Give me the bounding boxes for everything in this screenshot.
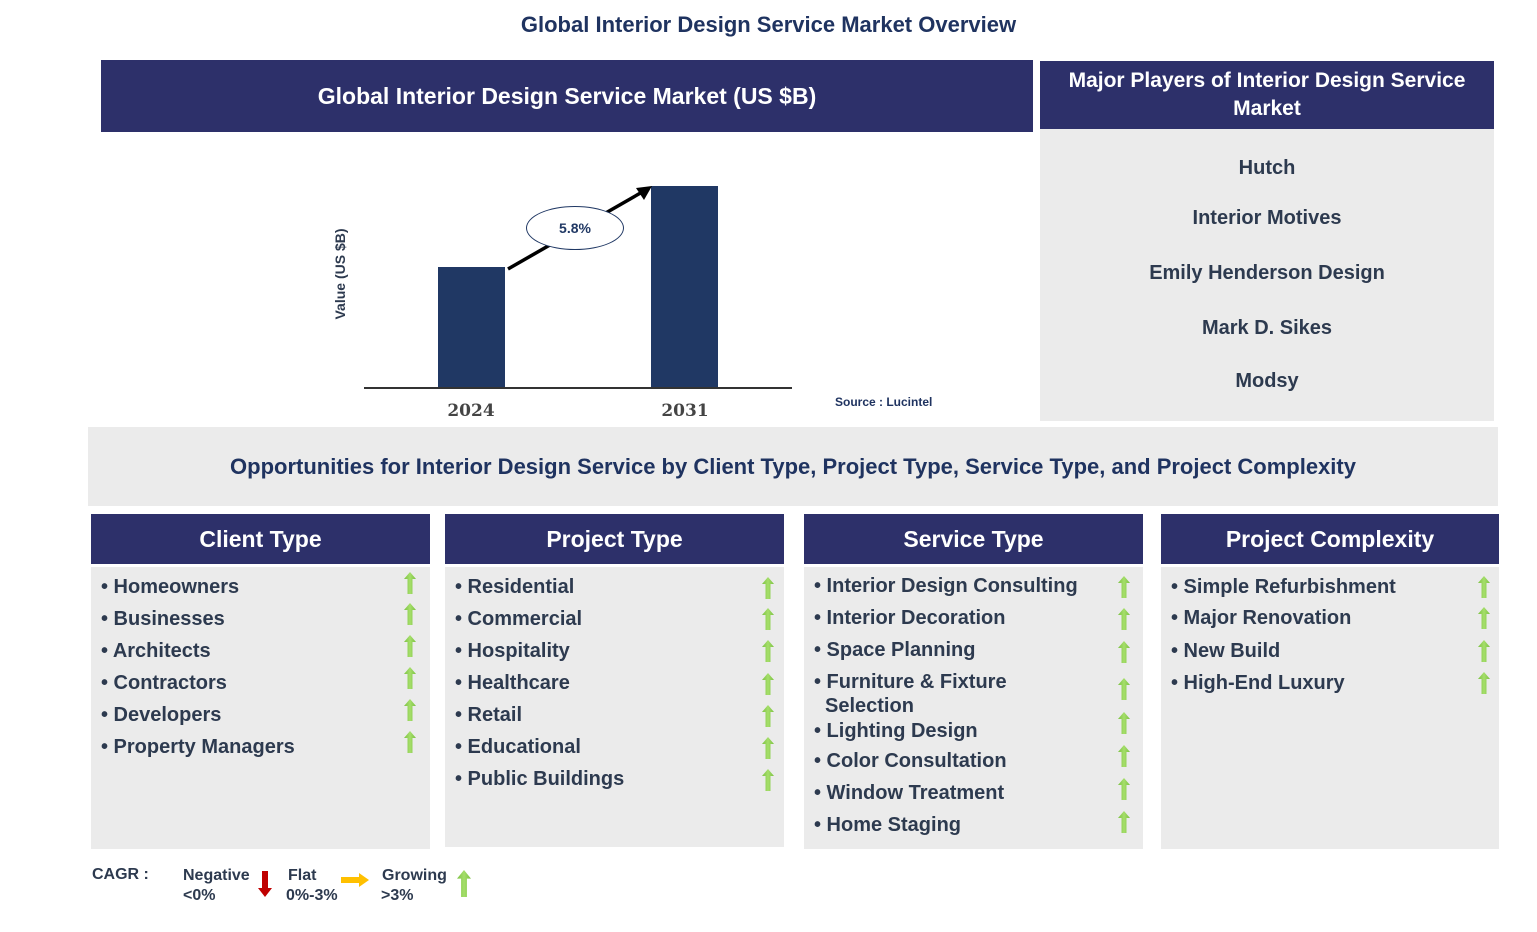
- segment-title: Client Type: [91, 514, 430, 564]
- segment-project-type: Project Type • Residential • Commercial …: [445, 514, 784, 847]
- up-arrow-icon: [1118, 712, 1130, 734]
- list-item: • Major Renovation: [1171, 607, 1352, 629]
- player-item: Hutch: [1238, 157, 1296, 179]
- page-title: Global Interior Design Service Market Ov…: [520, 12, 1017, 37]
- list-item: • Homeowners: [101, 576, 240, 598]
- list-item: • Interior Decoration: [814, 607, 1006, 629]
- list-item: • Healthcare: [455, 672, 570, 694]
- segment-body: • Residential • Commercial • Hospitality…: [445, 567, 784, 847]
- list-item: • Hospitality: [455, 640, 570, 662]
- up-arrow-icon: [404, 667, 416, 689]
- up-arrow-icon: [404, 699, 416, 721]
- segment-title: Service Type: [804, 514, 1143, 564]
- source-note: Source : Lucintel: [835, 395, 933, 409]
- up-arrow-icon: [1478, 672, 1490, 694]
- list-item: • Interior Design Consulting: [814, 575, 1078, 597]
- up-arrow-icon: [1478, 576, 1490, 598]
- legend-negative-range: <0%: [183, 887, 216, 904]
- segment-body: • Homeowners • Businesses • Architects •…: [91, 567, 430, 849]
- up-arrow-icon: [1118, 811, 1130, 833]
- cagr-annotation: 5.8%: [526, 206, 624, 250]
- bar-2031: [651, 186, 718, 388]
- up-arrow-icon: [1118, 576, 1130, 598]
- opportunities-title: Opportunities for Interior Design Servic…: [88, 427, 1498, 506]
- legend-negative-name: Negative: [183, 867, 250, 884]
- up-arrow-icon: [762, 673, 774, 695]
- up-arrow-icon: [1118, 778, 1130, 800]
- segment-body: • Simple Refurbishment • Major Renovatio…: [1161, 567, 1499, 849]
- up-arrow-icon: [762, 769, 774, 791]
- up-arrow-icon: [1118, 745, 1130, 767]
- player-item: Mark D. Sikes: [1201, 317, 1333, 339]
- legend-growing-name: Growing: [382, 867, 447, 884]
- bar-2024: [438, 267, 505, 388]
- up-arrow-icon: [762, 705, 774, 727]
- player-item: Interior Motives: [1192, 207, 1342, 229]
- up-arrow-icon: [1118, 641, 1130, 663]
- up-arrow-icon: [1478, 640, 1490, 662]
- up-arrow-icon: [404, 603, 416, 625]
- list-item: • Public Buildings: [455, 768, 625, 790]
- segment-title: Project Type: [445, 514, 784, 564]
- player-item: Emily Henderson Design: [1149, 262, 1385, 284]
- list-item: • Home Staging: [814, 814, 962, 836]
- segment-body: • Interior Design Consulting • Interior …: [804, 567, 1143, 849]
- right-arrow-icon: [341, 873, 369, 887]
- up-arrow-icon: [762, 577, 774, 599]
- list-item: • Architects: [101, 640, 211, 662]
- list-item: • Window Treatment: [814, 782, 1005, 804]
- list-item: • Commercial: [455, 608, 583, 630]
- up-arrow-icon: [404, 731, 416, 753]
- list-item: • High-End Luxury: [1171, 672, 1345, 694]
- list-item: • Simple Refurbishment: [1171, 576, 1396, 598]
- x-tick-2031: 2031: [661, 401, 709, 421]
- down-arrow-icon: [258, 871, 272, 897]
- list-item: • Educational: [455, 736, 581, 758]
- up-arrow-icon: [762, 608, 774, 630]
- up-arrow-icon: [762, 640, 774, 662]
- list-item: • Lighting Design: [814, 720, 978, 742]
- up-arrow-icon: [762, 737, 774, 759]
- segment-service-type: Service Type • Interior Design Consultin…: [804, 514, 1143, 849]
- legend-flat-range: 0%-3%: [286, 887, 338, 904]
- players-list: Hutch Interior Motives Emily Henderson D…: [1040, 129, 1494, 421]
- legend-flat-name: Flat: [288, 867, 317, 884]
- chart-banner: Global Interior Design Service Market (U…: [101, 60, 1033, 132]
- x-axis-line: [364, 387, 792, 389]
- list-item: • Property Managers: [101, 736, 295, 758]
- list-item: • Furniture & Fixture: [814, 671, 1007, 693]
- up-arrow-icon: [1118, 608, 1130, 630]
- list-item: • Developers: [101, 704, 222, 726]
- player-item: Modsy: [1235, 370, 1299, 392]
- list-item: • Contractors: [101, 672, 227, 694]
- list-item: • Retail: [455, 704, 523, 726]
- segment-title: Project Complexity: [1161, 514, 1499, 564]
- up-arrow-icon: [457, 870, 471, 897]
- x-tick-2024: 2024: [447, 401, 495, 421]
- up-arrow-icon: [404, 635, 416, 657]
- list-item-continuation: Selection: [825, 695, 914, 717]
- legend-growing-range: >3%: [381, 887, 414, 904]
- list-item: • Space Planning: [814, 639, 976, 661]
- segment-client-type: Client Type • Homeowners • Businesses • …: [91, 514, 430, 849]
- up-arrow-icon: [404, 572, 416, 594]
- segment-project-complexity: Project Complexity • Simple Refurbishmen…: [1161, 514, 1499, 849]
- list-item: • Residential: [455, 576, 575, 598]
- list-item: • New Build: [1171, 640, 1281, 662]
- players-banner: Major Players of Interior Design Service…: [1040, 61, 1494, 129]
- up-arrow-icon: [1478, 607, 1490, 629]
- list-item: • Businesses: [101, 608, 225, 630]
- y-axis-label: Value (US $B): [332, 228, 348, 320]
- up-arrow-icon: [1118, 678, 1130, 700]
- list-item: • Color Consultation: [814, 750, 1007, 772]
- legend-label: CAGR :: [92, 866, 149, 883]
